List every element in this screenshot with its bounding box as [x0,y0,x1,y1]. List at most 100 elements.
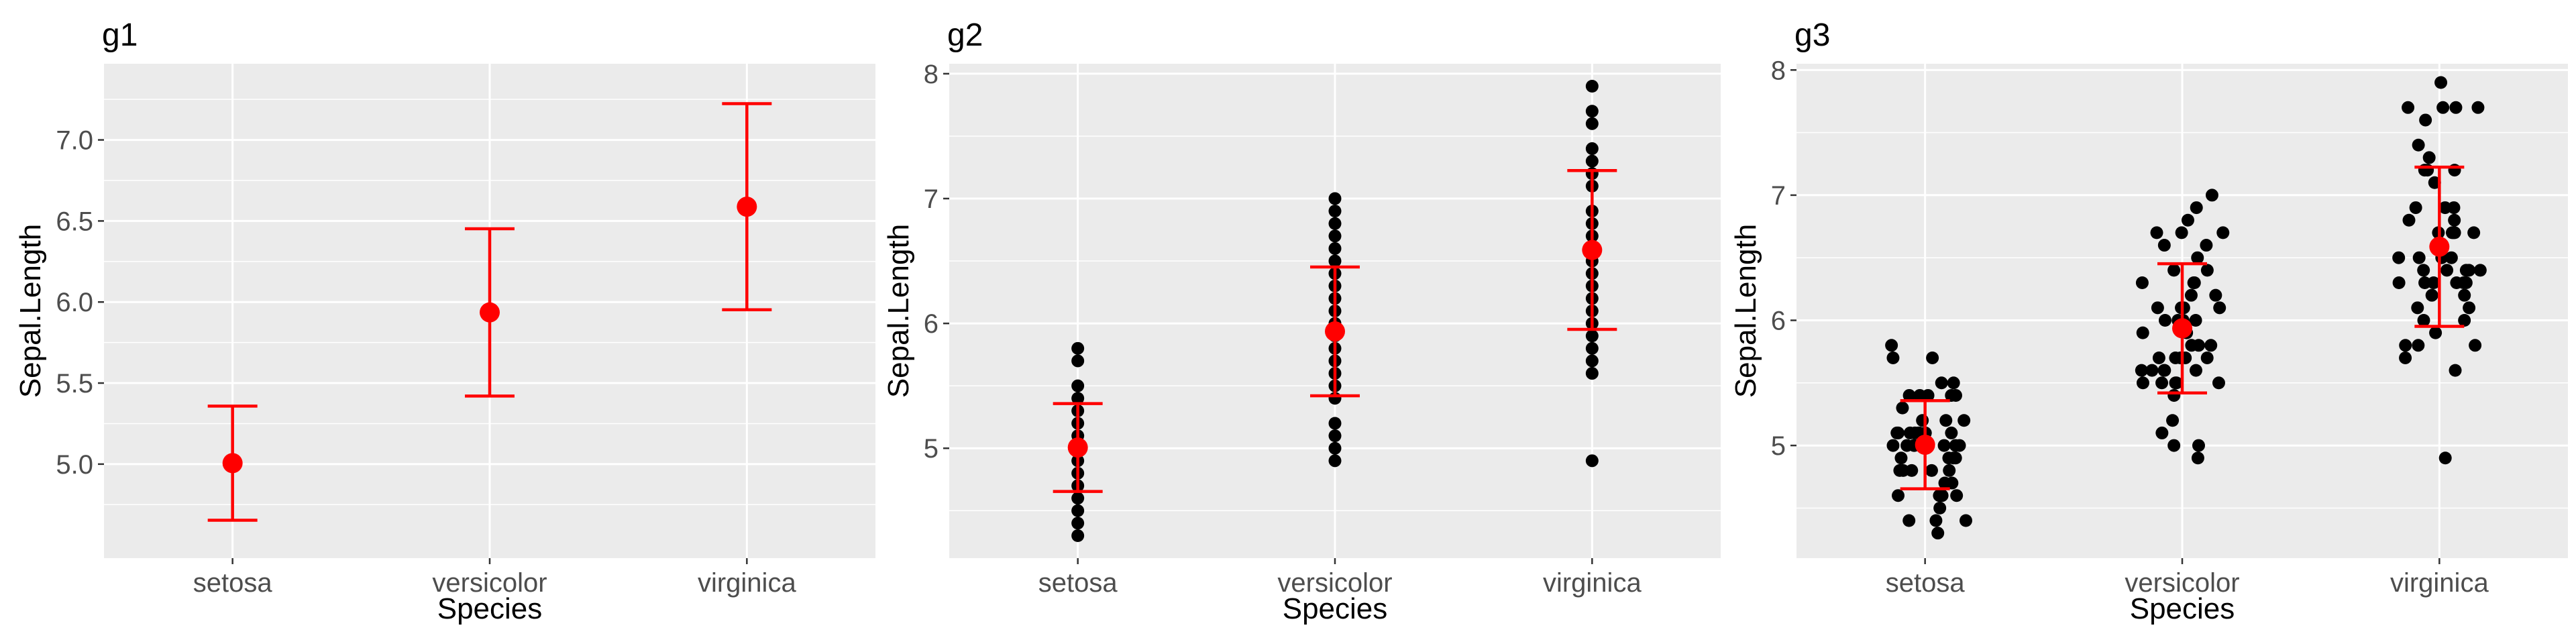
y-tick-label: 5.0 [56,450,93,480]
data-point [2417,313,2430,327]
y-axis-title: Sepal.Length [882,224,915,398]
data-point [1585,80,1599,93]
data-point [2399,339,2412,352]
data-point [1931,527,1945,540]
data-point [1585,117,1599,130]
data-point [2409,201,2422,215]
data-point [2157,364,2171,377]
data-point [2402,101,2415,114]
data-point [2438,201,2452,215]
data-point [2447,201,2461,215]
data-point [1945,426,1958,439]
data-point [1921,388,1935,402]
data-point [2136,376,2149,390]
data-point [2449,101,2463,114]
data-point [2399,351,2412,364]
data-point [2422,151,2436,164]
data-point [2459,264,2473,277]
data-point [2191,451,2204,465]
data-point [2175,226,2188,239]
y-tick-label: 7 [1771,181,1786,211]
data-point [1925,464,1938,477]
data-point [2204,339,2218,352]
data-point [1926,351,1939,364]
data-point [2467,226,2481,239]
data-point [2402,213,2416,227]
data-point [1585,142,1599,156]
data-point [2463,301,2476,315]
data-point [1896,401,1909,415]
data-point [2158,313,2171,327]
mean-point [222,453,243,474]
data-point [1328,254,1342,268]
data-point [1916,414,1929,427]
data-point [2212,376,2225,390]
x-tick-label: versicolor [432,568,547,598]
data-point [2417,264,2430,277]
y-tick-label: 8 [1771,56,1786,85]
data-point [1959,514,1972,527]
data-point [1949,439,1962,452]
y-tick-label: 5 [924,434,938,464]
data-point [1071,341,1085,355]
data-point [2151,301,2164,315]
data-point [2169,376,2183,390]
data-point [2434,76,2448,89]
data-point [1945,388,1958,402]
data-point [2200,351,2214,364]
data-point [2428,176,2441,189]
data-point [1328,441,1342,455]
data-point [1947,376,1960,390]
data-point [1328,205,1342,218]
y-tick-label: 7.0 [56,126,93,156]
data-point [1328,217,1342,230]
data-point [2177,301,2190,315]
y-tick-label: 5.5 [56,369,93,398]
data-point [2166,414,2180,427]
data-point [1886,439,1900,452]
data-point [2167,439,2181,452]
data-point [1938,476,1951,490]
data-point [2167,388,2181,402]
data-point [1585,354,1599,368]
data-point [2412,138,2425,152]
y-tick-label: 7 [924,184,938,214]
data-point [2440,264,2454,277]
data-point [2181,213,2194,227]
x-tick-label: versicolor [1277,568,1392,598]
data-point [2188,276,2201,290]
data-point [1328,454,1342,468]
data-point [1585,105,1599,118]
data-point [2429,326,2443,339]
x-axis-title: Species [2130,592,2235,625]
mean-point [480,302,500,323]
data-point [1935,489,1949,502]
data-point [2469,339,2482,352]
data-point [2167,264,2181,277]
y-tick-label: 5 [1771,431,1786,461]
mean-point [1067,437,1088,458]
data-point [2411,301,2424,315]
data-point [2445,226,2459,239]
data-point [2448,213,2461,227]
data-point [1896,464,1910,477]
data-point [1328,417,1342,430]
data-point [2152,351,2165,364]
x-tick-label: setosa [193,568,273,598]
data-point [1328,229,1342,243]
data-point [1071,517,1085,530]
data-point [2150,226,2163,239]
data-point [2457,276,2470,290]
panel-title: g3 [1794,17,1830,53]
y-tick-label: 6 [924,309,938,339]
mean-point [737,197,757,217]
data-point [2473,264,2487,277]
data-point [2189,364,2202,377]
data-point [2436,101,2450,114]
data-point [2135,276,2149,290]
x-tick-label: virginica [1543,568,1642,598]
data-point [2135,364,2148,377]
data-point [2412,251,2426,264]
x-tick-label: virginica [698,568,796,598]
